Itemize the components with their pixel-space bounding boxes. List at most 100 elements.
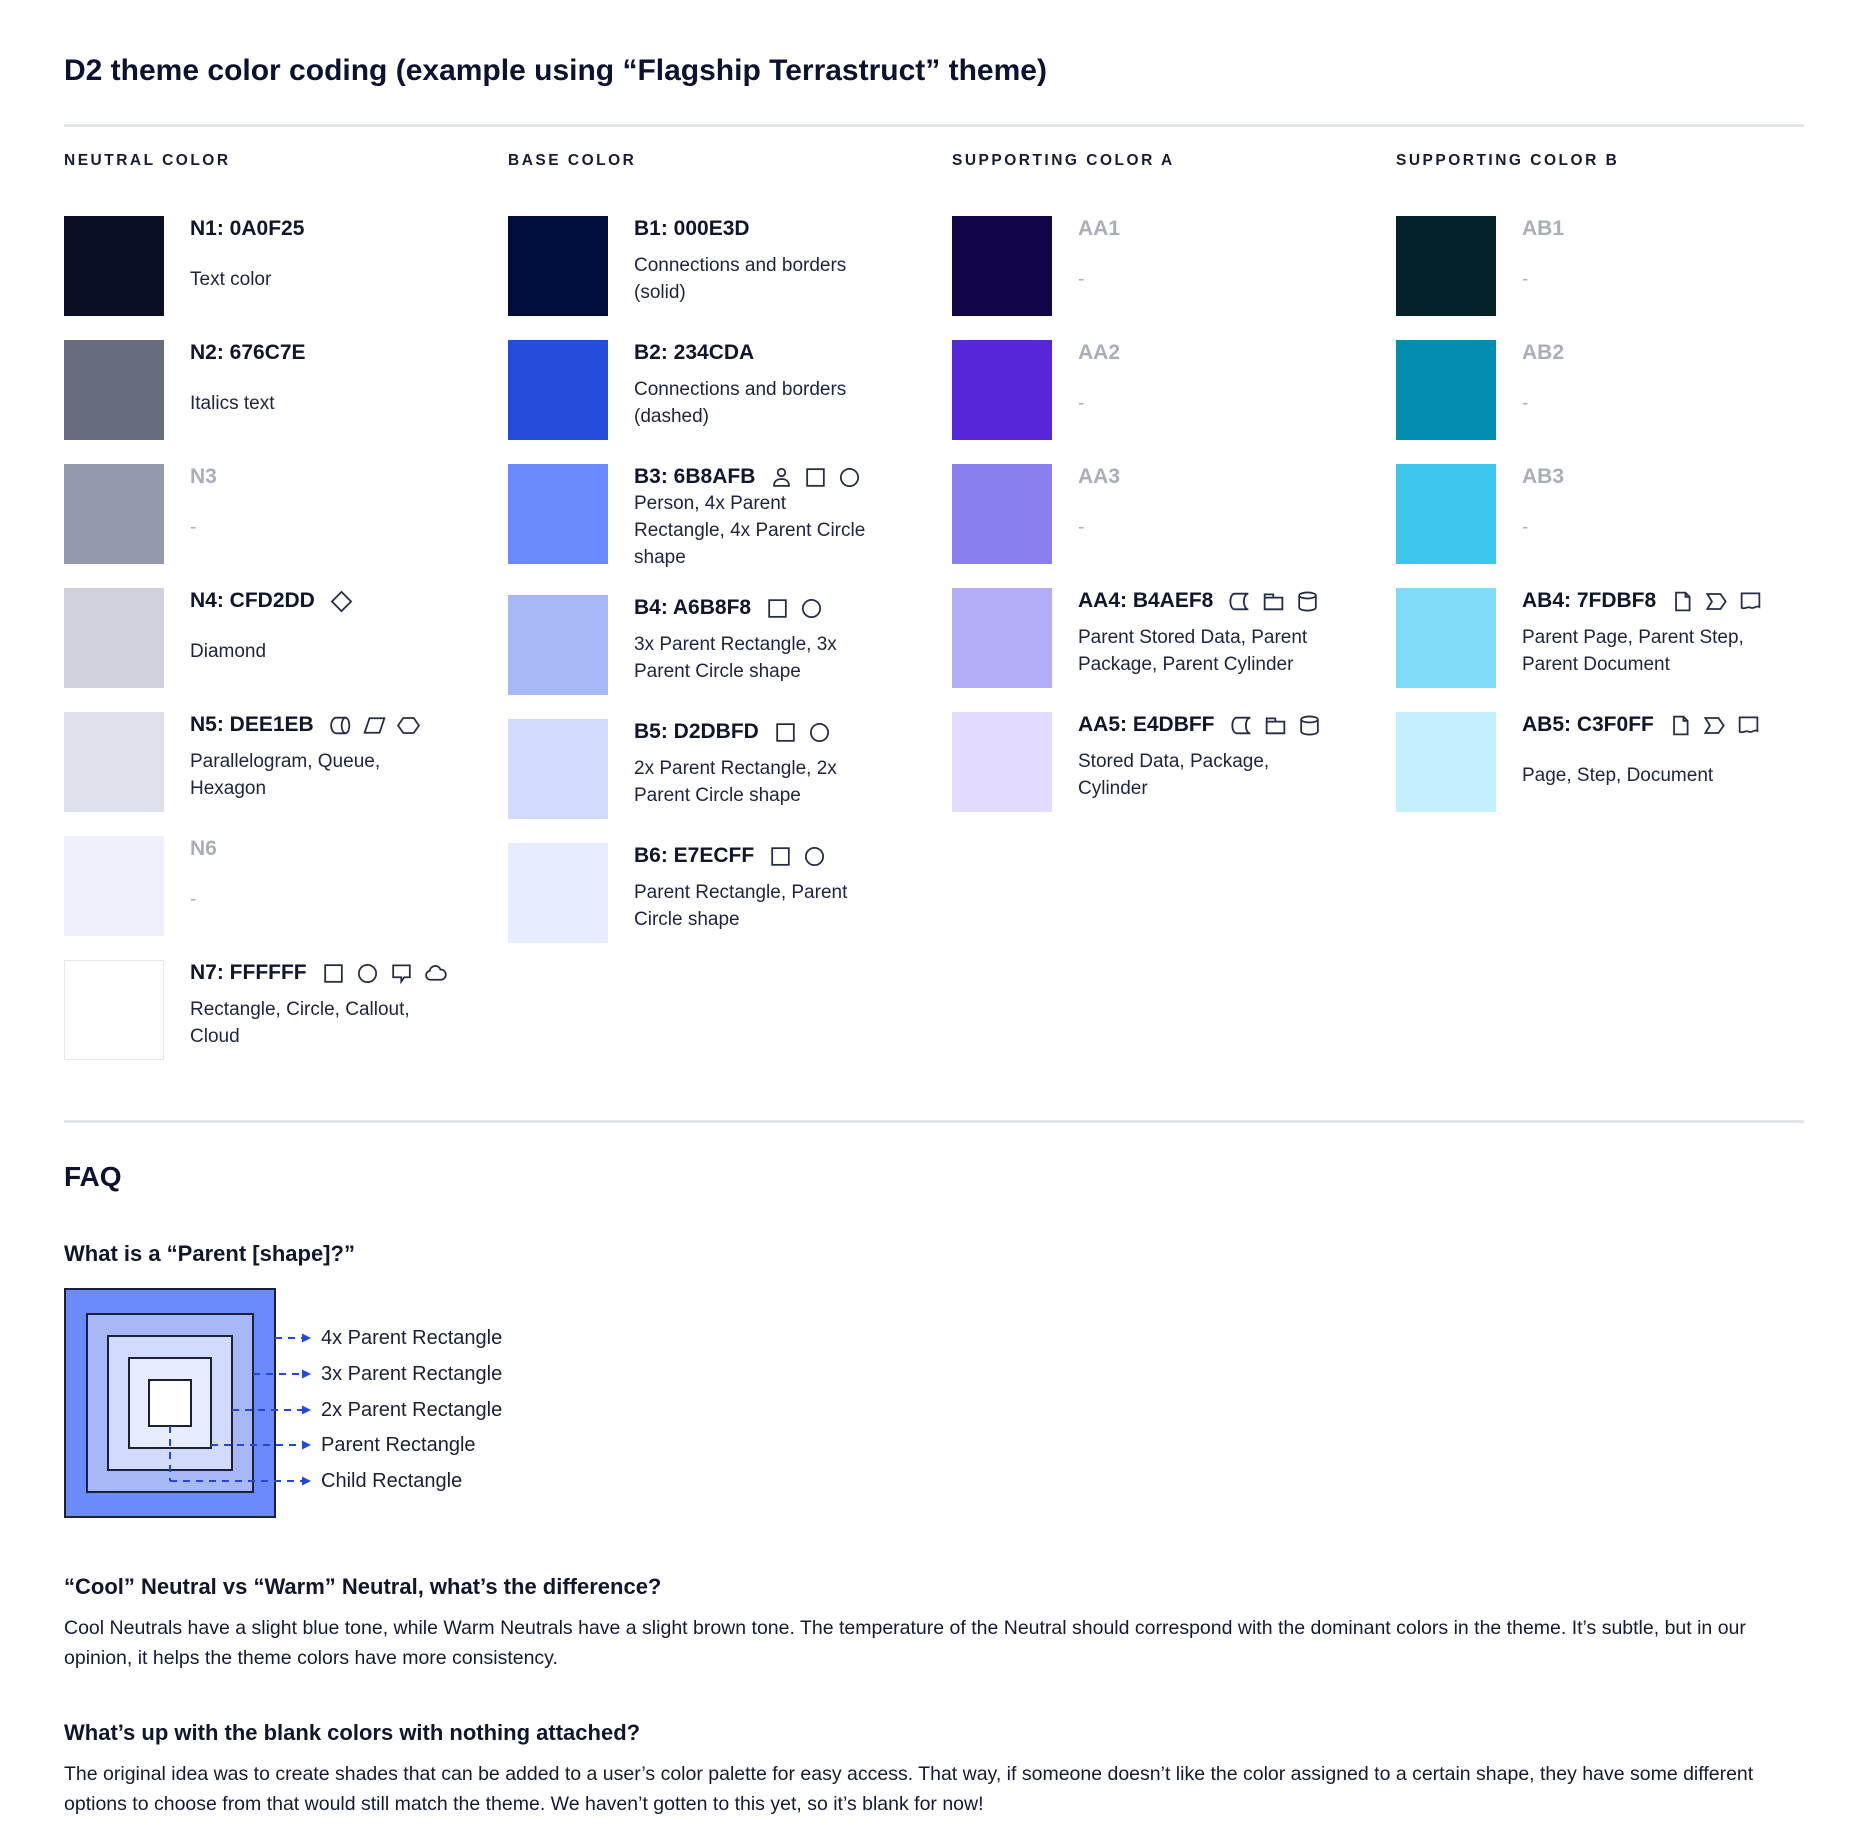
color-swatch [508,216,608,316]
diagram-arrowhead [302,1333,311,1343]
swatch-row: AA4: B4AEF8 Parent Stored Data, Parent P… [952,588,1396,688]
page-icon [1670,589,1695,614]
palette-column: SUPPORTING COLOR A AA1 - AA2 - [952,151,1396,1084]
color-swatch [64,712,164,812]
color-swatch [64,836,164,936]
shape-icons [321,961,448,986]
swatch-description: - [190,888,197,910]
color-swatch [64,960,164,1060]
column-rows: AB1 - AB2 - AB3 - [1396,216,1816,812]
swatch-label: B1: 000E3D [634,217,750,240]
swatch-info: AA2 - [1078,340,1366,440]
stored-data-icon [1229,713,1254,738]
diamond-icon [329,589,354,614]
swatch-label: AB3 [1522,465,1565,488]
callout-icon [389,961,414,986]
swatch-info: AB1 - [1522,216,1810,316]
shape-icons [329,589,354,614]
swatch-row: B1: 000E3D Connections and borders (soli… [508,216,952,316]
swatch-label: B3: 6B8AFB [634,465,756,488]
shape-icons [765,596,824,621]
swatch-description: 3x Parent Rectangle, 3x Parent Circle sh… [634,634,837,682]
swatch-description: Connections and borders (dashed) [634,379,847,427]
swatch-label: B4: A6B8F8 [634,596,752,619]
swatch-label: B5: D2DBFD [634,720,759,743]
swatch-info: AA4: B4AEF8 Parent Stored Data, Parent P… [1078,588,1366,688]
faq-question-blank-colors: What’s up with the blank colors with not… [64,1720,641,1745]
swatch-row: AB1 - [1396,216,1816,316]
stored-data-icon [1227,589,1252,614]
diagram-label: 3x Parent Rectangle [321,1363,502,1385]
circle-icon [802,844,827,869]
swatch-description: - [1522,268,1529,290]
swatch-row: AA2 - [952,340,1396,440]
swatch-row: B3: 6B8AFB Person, 4x Parent Rectangle, … [508,464,952,571]
color-swatch [508,719,608,819]
swatch-row: N2: 676C7E Italics text [64,340,508,440]
swatch-description: Diamond [190,640,267,662]
swatch-label: AB5: C3F0FF [1522,713,1654,736]
section-divider [64,124,1804,127]
page-title: D2 theme color coding (example using “Fl… [64,54,1047,87]
color-swatch [1396,712,1496,812]
swatch-info: B6: E7ECFF Parent Rectangle, Parent Circ… [634,843,922,943]
section-divider [64,1120,1804,1123]
swatch-label: B2: 234CDA [634,341,755,364]
shape-icons [1229,713,1322,738]
diagram-arrowhead [302,1405,311,1415]
color-swatch [64,464,164,564]
page-icon [1668,713,1693,738]
swatch-description: Rectangle, Circle, Callout, Cloud [190,999,410,1047]
column-header: SUPPORTING COLOR A [952,152,1175,169]
swatch-row: N4: CFD2DD Diamond [64,588,508,688]
color-swatch [64,588,164,688]
diagram-label: Parent Rectangle [321,1434,476,1456]
diagram-arrowhead [302,1440,311,1450]
step-icon [1704,589,1729,614]
palette-column: SUPPORTING COLOR B AB1 - AB2 - [1396,151,1816,1084]
palette-column: NEUTRAL COLOR N1: 0A0F25 Text color N2: … [64,151,508,1084]
swatch-label: AA2 [1078,341,1121,364]
faq-question-parent-shape: What is a “Parent [shape]?” [64,1241,355,1266]
color-swatch [64,340,164,440]
swatch-row: N1: 0A0F25 Text color [64,216,508,316]
swatch-description: - [1078,516,1085,538]
palette-column: BASE COLOR B1: 000E3D Connections and bo… [508,151,952,1084]
swatch-row: B5: D2DBFD 2x Parent Rectangle, 2x Paren… [508,719,952,819]
circle-icon [837,465,862,490]
rectangle-icon [321,961,346,986]
shape-icons [1670,589,1763,614]
swatch-label: N5: DEE1EB [190,713,314,736]
swatch-label: N7: FFFFFF [190,961,307,984]
palette: NEUTRAL COLOR N1: 0A0F25 Text color N2: … [64,151,1804,1084]
shape-icons [1227,589,1320,614]
swatch-row: AA3 - [952,464,1396,564]
circle-icon [807,720,832,745]
faq-question-cool-vs-warm: “Cool” Neutral vs “Warm” Neutral, what’s… [64,1574,662,1599]
swatch-description: Stored Data, Package, Cylinder [1078,751,1270,799]
swatch-info: AB3 - [1522,464,1810,564]
column-header: NEUTRAL COLOR [64,152,231,169]
cloud-icon [423,961,448,986]
swatch-info: N2: 676C7E Italics text [190,340,478,440]
swatch-label: N4: CFD2DD [190,589,315,612]
swatch-label: N2: 676C7E [190,341,306,364]
swatch-label: AB4: 7FDBF8 [1522,589,1657,612]
swatch-label: AA1 [1078,217,1121,240]
swatch-label: N3 [190,465,217,488]
color-swatch [508,464,608,564]
document-icon [1736,713,1761,738]
swatch-description: Connections and borders (solid) [634,255,847,303]
circle-icon [355,961,380,986]
swatch-description: Italics text [190,392,275,414]
swatch-info: N1: 0A0F25 Text color [190,216,478,316]
faq-answer-blank-colors: The original idea was to create shades t… [64,1763,1754,1815]
swatch-row: N7: FFFFFF Rectangle, Circle, Callout, C… [64,960,508,1060]
column-rows: AA1 - AA2 - AA3 - [952,216,1396,812]
swatch-label: AA3 [1078,465,1121,488]
swatch-info: AA5: E4DBFF Stored Data, Package, Cylind… [1078,712,1366,812]
swatch-description: Page, Step, Document [1522,764,1714,786]
diagram-layer-rect [148,1379,192,1427]
circle-icon [799,596,824,621]
shape-icons [773,720,832,745]
